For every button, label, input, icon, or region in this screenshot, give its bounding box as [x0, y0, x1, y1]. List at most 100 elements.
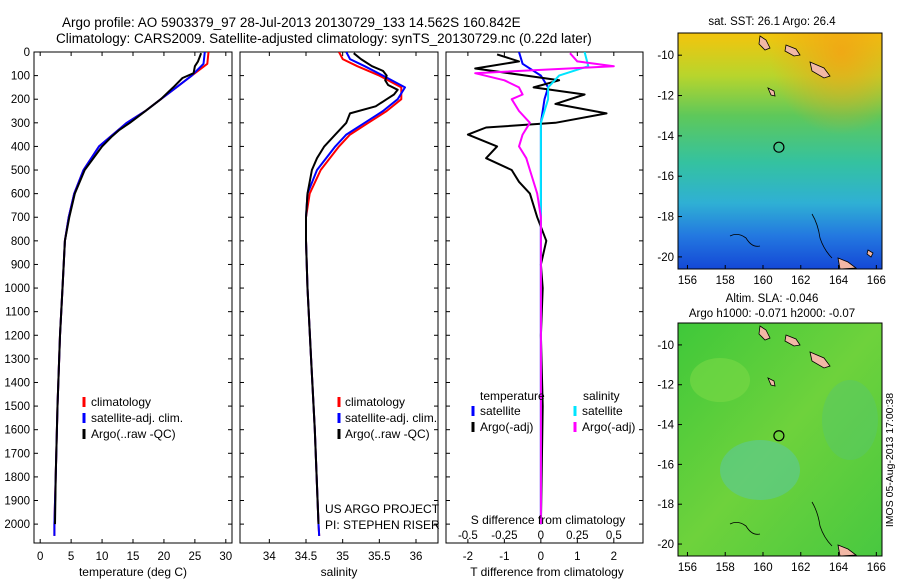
map-x-tick-label: 164 — [829, 275, 849, 287]
map-x-tick-label: 156 — [678, 275, 697, 287]
legend-argo: Argo(..raw -QC) — [91, 427, 176, 441]
depth-tick-label: 1100 — [5, 307, 30, 319]
depth-tick-label: 1300 — [4, 354, 30, 366]
series-line-argo-raw-qc- — [54, 52, 203, 525]
difference-profiles — [466, 52, 615, 525]
legend-sal-satellite: satellite — [582, 404, 623, 418]
sst-map-axis: 156 158 160 162 164 166 -10 -12 -14 -16 -18 -20 — [657, 50, 886, 287]
salinity-profiles — [305, 52, 406, 536]
legend-temp-satellite: satellite — [480, 404, 521, 418]
x-tick-label: 36 — [410, 551, 423, 563]
x-top-tick-label: 0.5 — [606, 530, 622, 542]
map-x-tick-label: 158 — [716, 562, 735, 574]
map-y-tick-label: -12 — [657, 91, 674, 103]
legend-climatology: climatology — [345, 395, 405, 409]
side-timestamp: IMOS 05-Aug-2013 17:00:38 — [884, 393, 896, 527]
depth-tick-label: 1700 — [4, 448, 30, 460]
depth-tick-label: 900 — [11, 259, 30, 271]
difference-xlabel-top: S difference from climatology — [471, 513, 626, 527]
sla-map-subtitle: Argo h1000: -0.071 h2000: -0.07 — [689, 308, 855, 320]
salinity-panel-frame — [239, 51, 439, 544]
map-y-tick-label: -18 — [657, 212, 674, 224]
depth-tick-label: 1600 — [4, 425, 30, 437]
salinity-xlabel: salinity — [321, 565, 358, 579]
map-y-tick-label: -14 — [657, 131, 674, 143]
series-line-argo-raw-qc- — [305, 52, 399, 525]
legend-climatology: climatology — [91, 395, 151, 409]
x-tick-label: 0 — [37, 551, 43, 563]
legend-temp-argo: Argo(-adj) — [480, 420, 533, 434]
series-line-climatology — [53, 52, 210, 536]
map-y-tick-label: -10 — [657, 340, 674, 352]
depth-tick-label: 0 — [24, 47, 30, 59]
depth-tick-label: 400 — [11, 141, 30, 153]
argo-position-marker — [773, 141, 785, 153]
difference-axis: -2 -1 0 1 2 -0.5 -0.25 0 0.25 0.5 — [446, 51, 643, 563]
x-tick-label: 30 — [219, 551, 232, 563]
depth-tick-label: 700 — [11, 212, 30, 224]
salinity-legend: climatology satellite-adj. clim. Argo(..… — [325, 395, 440, 532]
map-y-tick-label: -16 — [657, 459, 674, 471]
depth-tick-label: 1800 — [4, 472, 30, 484]
depth-tick-label: 1400 — [4, 377, 30, 389]
depth-tick-label: 200 — [11, 94, 30, 106]
credit-project: US ARGO PROJECT — [325, 502, 440, 516]
map-y-tick-label: -12 — [657, 380, 674, 392]
sla-map — [677, 322, 883, 557]
map-y-tick-label: -10 — [657, 50, 674, 62]
temperature-xlabel: temperature (deg C) — [79, 565, 187, 579]
argo-position-marker — [773, 430, 785, 442]
x-tick-label: 1 — [574, 551, 580, 563]
x-top-tick-label: -0.5 — [458, 530, 478, 542]
argo-marker-circle — [773, 141, 785, 153]
temperature-panel-frame — [33, 51, 233, 544]
series-line-temperature-argo-adj- — [466, 53, 608, 525]
depth-tick-label: 300 — [11, 118, 30, 130]
legend-sal-argo: Argo(-adj) — [582, 420, 635, 434]
salinity-axis: 34 34.5 35 35.5 36 — [240, 51, 438, 563]
map-x-tick-label: 166 — [867, 562, 886, 574]
sst-map — [677, 32, 883, 270]
map-x-tick-label: 166 — [867, 275, 886, 287]
series-line-salinity-argo-adj- — [474, 52, 615, 525]
map-x-tick-label: 158 — [716, 275, 735, 287]
x-tick-label: -2 — [463, 551, 473, 563]
map-y-tick-label: -20 — [657, 539, 674, 551]
map-y-tick-label: -18 — [657, 499, 674, 511]
depth-tick-label: 100 — [11, 71, 30, 83]
x-tick-label: -1 — [499, 551, 509, 563]
x-tick-label: 34 — [263, 551, 276, 563]
depth-tick-label: 800 — [11, 236, 30, 248]
header-line-2: Climatology: CARS2009. Satellite-adjuste… — [56, 31, 592, 46]
x-tick-label: 25 — [188, 551, 201, 563]
x-tick-label: 15 — [127, 551, 140, 563]
difference-legend: temperature salinity satellite Argo(-adj… — [471, 389, 635, 434]
x-tick-label: 35 — [336, 551, 349, 563]
depth-tick-label: 1500 — [4, 401, 30, 413]
x-top-tick-label: -0.25 — [491, 530, 517, 542]
sla-map-title: Altim. SLA: -0.046 — [726, 293, 819, 305]
depth-tick-label: 1900 — [4, 496, 30, 508]
legend-satellite: satellite-adj. clim. — [345, 411, 437, 425]
x-tick-label: 0 — [538, 551, 544, 563]
map-x-tick-label: 160 — [753, 275, 772, 287]
depth-tick-label: 1200 — [4, 330, 30, 342]
depth-tick-label: 1000 — [4, 283, 30, 295]
x-tick-label: 2 — [611, 551, 617, 563]
map-y-tick-label: -20 — [657, 252, 674, 264]
sst-warm-pool — [678, 33, 882, 269]
header-line-1: Argo profile: AO 5903379_97 28-Jul-2013 … — [62, 15, 521, 30]
x-tick-label: 34.5 — [295, 551, 317, 563]
map-y-tick-label: -14 — [657, 420, 674, 432]
x-top-tick-label: 0 — [538, 530, 544, 542]
map-x-tick-label: 162 — [791, 275, 810, 287]
legend-argo: Argo(..raw -QC) — [345, 427, 430, 441]
map-x-tick-label: 156 — [678, 562, 697, 574]
temperature-profiles — [53, 52, 210, 536]
temperature-legend: climatology satellite-adj. clim. Argo(..… — [82, 395, 183, 441]
legend-title-temperature: temperature — [480, 389, 545, 403]
sla-map-axis: 156 158 160 162 164 166 -10 -12 -14 -16 -18 -20 — [657, 340, 886, 574]
difference-xlabel: T difference from climatology — [470, 565, 624, 579]
series-line-satellite-adj-clim- — [53, 52, 206, 536]
depth-tick-label: 500 — [11, 165, 30, 177]
